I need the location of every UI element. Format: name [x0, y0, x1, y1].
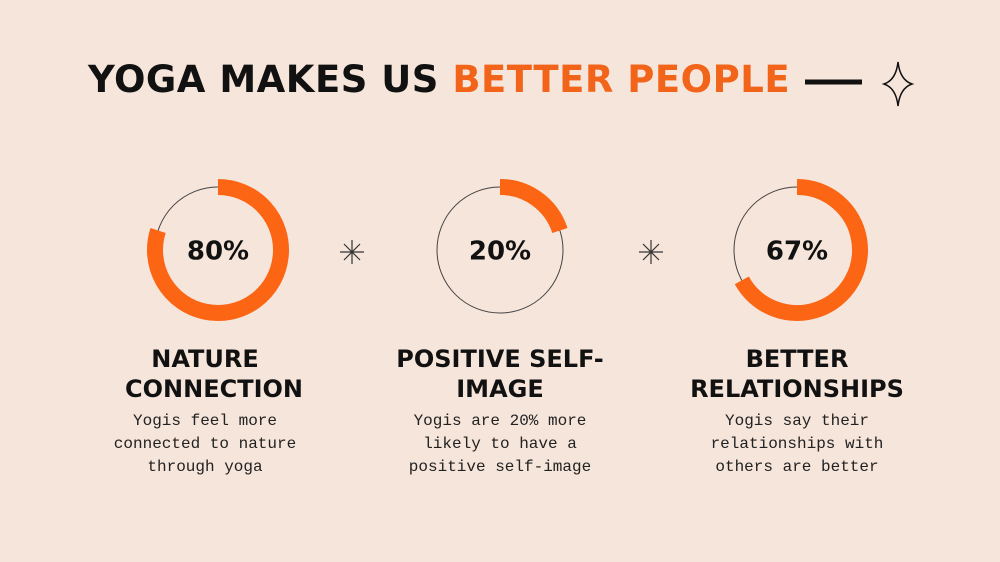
donut-arc: [147, 179, 289, 321]
asterisk: [639, 240, 663, 264]
percent-label: 80%: [187, 237, 249, 267]
percent-label: 67%: [766, 237, 828, 267]
title-dark: YOGA MAKES US: [88, 58, 439, 101]
donut-arc: [734, 179, 868, 321]
sparkle: [881, 61, 915, 107]
feature-text: Yogis feel more connected to nature thro…: [113, 412, 297, 476]
feature-text: Yogis say their relationships with other…: [710, 412, 884, 476]
feature: NATURE CONNECTION Yogis feel more connect…: [85, 344, 325, 479]
feature-heading: POSITIVE SELF-IMAGE: [396, 345, 604, 403]
donut-arc: [499, 179, 568, 234]
title: YOGA MAKES US BETTER PEOPLE: [88, 58, 790, 101]
feature: BETTER RELATIONSHIPS Yogis say their rela…: [677, 344, 917, 479]
asterisk: [340, 240, 364, 264]
feature-text: Yogis are 20% more likely to have a posi…: [408, 412, 592, 476]
feature-heading: BETTER RELATIONSHIPS: [690, 345, 904, 403]
feature-heading: NATURE CONNECTION: [125, 345, 303, 403]
percent-label: 20%: [469, 237, 531, 267]
title-accent: BETTER PEOPLE: [452, 58, 791, 101]
feature: POSITIVE SELF-IMAGE Yogis are 20% more li…: [380, 344, 620, 479]
